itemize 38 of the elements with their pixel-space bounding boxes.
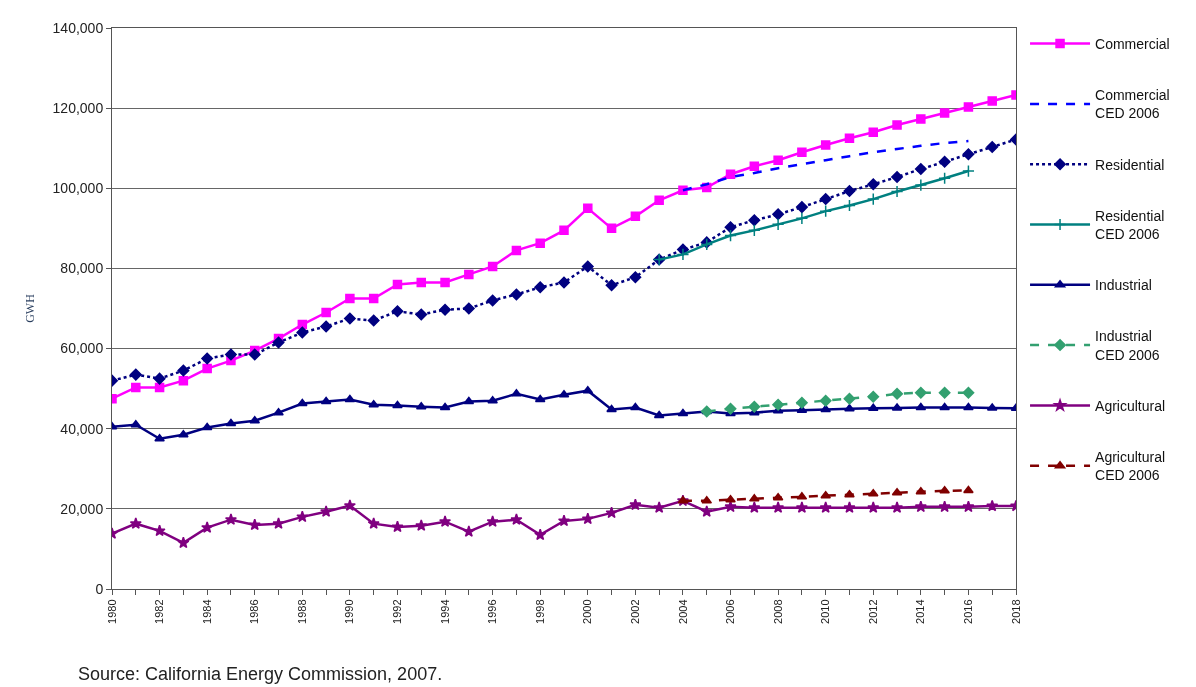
- legend-label: Residential: [1095, 156, 1165, 173]
- legend-label: Agricultural CED 2006: [1095, 449, 1166, 484]
- y-tick-label: 120,000: [52, 100, 104, 117]
- x-tick-label: 2008: [771, 599, 784, 624]
- y-tick-label: 100,000: [52, 180, 104, 197]
- x-tick-label: 1998: [533, 599, 546, 624]
- y-tick-label: 0: [95, 580, 104, 597]
- x-tick-label: 1992: [391, 599, 404, 624]
- y-tick-label: 40,000: [60, 420, 104, 437]
- legend-label: Industrial CED 2006: [1095, 328, 1160, 363]
- y-tick-label: 60,000: [60, 340, 104, 357]
- x-tick-label: 2010: [819, 599, 832, 624]
- x-tick-label: 2006: [724, 599, 737, 624]
- x-tick-label: 1980: [105, 599, 118, 624]
- x-tick-label: 1990: [343, 599, 356, 624]
- x-tick-label: 2004: [676, 599, 689, 624]
- x-tick-label: 1994: [438, 599, 451, 624]
- legend-label: Industrial: [1095, 277, 1152, 294]
- legend-label: Commercial: [1095, 36, 1170, 53]
- x-tick-label: 2016: [961, 599, 974, 624]
- x-tick-label: 1982: [153, 599, 166, 624]
- x-tick-label: 2018: [1009, 599, 1022, 624]
- x-tick-label: 1988: [295, 599, 308, 624]
- x-tick-label: 2002: [628, 599, 641, 624]
- source-note: Source: California Energy Commission, 2007.: [78, 664, 443, 684]
- y-tick-label: 140,000: [52, 19, 104, 36]
- legend-label: Residential CED 2006: [1095, 207, 1165, 243]
- x-tick-label: 2000: [581, 599, 594, 624]
- x-tick-label: 2012: [866, 599, 879, 624]
- legend-label: Commercial CED 2006: [1095, 87, 1170, 122]
- x-tick-label: 1984: [200, 599, 213, 624]
- x-tick-label: 1986: [248, 599, 261, 624]
- x-tick-label: 2014: [914, 599, 927, 624]
- x-tick-label: 1996: [486, 599, 499, 624]
- y-axis-title: GWH: [22, 293, 37, 323]
- y-tick-label: 80,000: [60, 260, 104, 277]
- legend-label: Agricultural: [1095, 397, 1166, 414]
- y-tick-label: 20,000: [60, 500, 104, 517]
